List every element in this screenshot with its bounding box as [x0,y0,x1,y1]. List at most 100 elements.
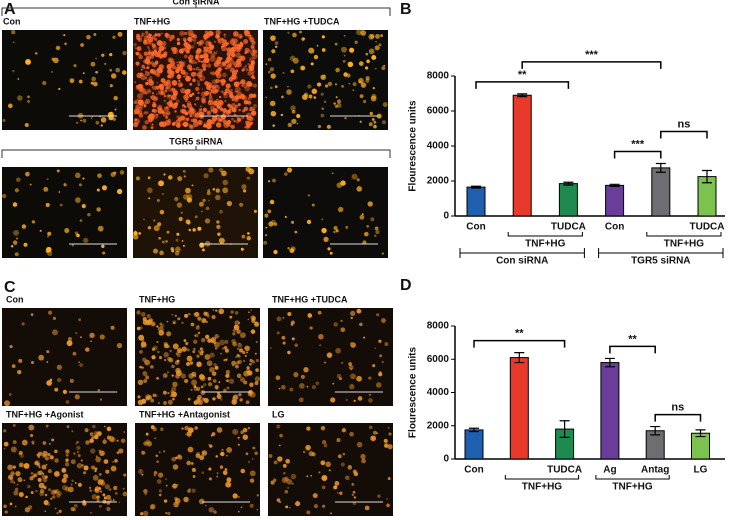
cell [135,176,140,181]
image-label: TNF+HG +Agonist [6,409,84,419]
cell [236,347,240,350]
error-bar [559,420,570,438]
cell [146,314,151,319]
cell [233,120,236,123]
cell [12,440,17,444]
y-tick-label: 4000 [427,141,450,152]
cell [116,439,119,442]
cell [150,321,156,327]
cell [241,184,247,190]
cell [147,41,151,45]
cell [344,116,347,120]
cell [163,401,167,405]
cell [233,324,240,331]
cell [302,94,308,100]
cell [230,125,232,128]
cell [243,360,245,362]
cell [84,428,89,433]
cell [282,463,287,468]
x-tick-label: Con [466,222,485,233]
image-label: TNF+HG +Antagonist [139,409,230,419]
cell [303,367,309,373]
cell [57,491,62,496]
cell [313,504,318,509]
cell [284,490,289,494]
cell [191,45,195,49]
cell [215,386,219,390]
cell [239,332,246,339]
cell [153,225,160,232]
cell [313,54,319,60]
cell [216,472,219,475]
cell [115,67,121,73]
cell [289,387,294,392]
cell [33,473,38,478]
cell [215,84,219,88]
cell [167,94,170,97]
cell [185,187,191,194]
cell [306,475,309,478]
cell [252,104,258,109]
cell [170,60,176,66]
cell [194,112,201,118]
cell [186,79,189,82]
cell [194,215,198,219]
cell [251,457,254,460]
cell [160,32,163,35]
cell [150,398,155,403]
cell [290,246,296,252]
cell [159,209,165,215]
cell [196,451,201,457]
cell [24,507,31,513]
cell [165,511,168,515]
cell [98,504,102,508]
cell [191,488,196,493]
cell [4,400,11,407]
cell [348,82,351,85]
cell [212,379,217,383]
cell [209,366,215,373]
cell [183,71,189,77]
cell [248,311,250,314]
cell [232,341,238,347]
cell [201,98,205,101]
cell [123,431,126,434]
cell [205,90,210,95]
group-label: TNF+HG [664,239,705,250]
y-axis-title: Flourescence units [408,346,419,438]
cell [357,396,363,401]
cell [181,240,184,242]
cell [203,37,207,41]
cell [109,498,113,502]
cell [182,37,187,42]
cell [42,453,47,458]
bar [605,184,625,217]
cell [295,501,301,507]
cell [169,394,173,398]
cell [212,309,215,311]
cell [197,316,202,321]
cell [77,454,81,458]
y-tick-label: 0 [443,454,449,465]
cell [216,394,222,400]
cell [23,242,28,247]
cell [133,118,140,125]
cell [3,447,6,450]
y-tick-label: 4000 [427,387,450,398]
cell [246,176,250,180]
cell [368,33,375,40]
cell [249,34,252,37]
cell [176,61,179,64]
cell [147,45,150,49]
cell [38,466,41,469]
cell [333,102,336,105]
cell [156,325,159,328]
cell [50,489,57,495]
cell [136,84,141,89]
cell [9,344,13,349]
cell [351,482,355,486]
cell [226,454,228,457]
cell [233,96,239,102]
cell [100,124,103,127]
